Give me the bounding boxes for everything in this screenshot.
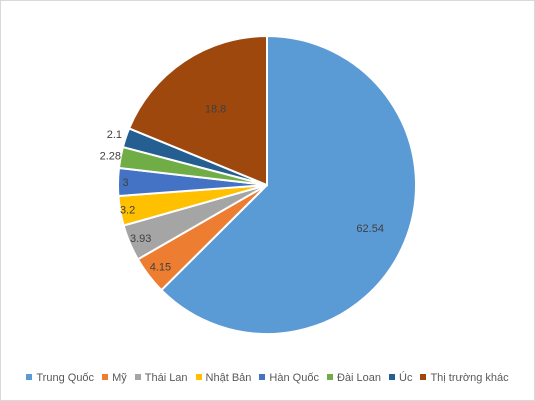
legend-label: Mỹ — [112, 372, 127, 384]
legend-swatch — [420, 374, 427, 380]
legend-swatch — [26, 374, 33, 380]
data-label-6: 2.1 — [107, 129, 122, 141]
legend-item: Úc — [389, 372, 412, 384]
legend: Trung Quốc Mỹ Thái Lan Nhật Bản Hàn Quốc Đài … — [0, 372, 535, 384]
data-label-5: 2.28 — [100, 151, 121, 163]
legend-swatch — [326, 374, 333, 380]
legend-label: Đài Loan — [336, 372, 381, 384]
data-label-1: 4.15 — [150, 261, 171, 273]
pie-slice-7 — [127, 34, 268, 187]
legend-label: Nhật Bản — [205, 372, 252, 384]
legend-label: Thị trường khác — [430, 372, 509, 384]
pie-slice-0 — [159, 34, 417, 335]
data-label-2: 3.93 — [130, 233, 151, 245]
legend-item: Hàn Quốc — [259, 372, 319, 384]
legend-label: Trung Quốc — [36, 372, 95, 384]
data-label-0: 62.54 — [356, 223, 384, 235]
data-label-4: 3 — [122, 177, 128, 189]
legend-item: Nhật Bản — [195, 372, 252, 384]
legend-label: Hàn Quốc — [269, 372, 319, 384]
pie-chart: 62.54 4.15 3.93 3.2 3 2.28 2.1 18.8 — [100, 34, 417, 335]
legend-item: Thị trường khác — [420, 372, 509, 384]
data-label-7: 18.8 — [205, 103, 226, 115]
legend-item: Đài Loan — [326, 372, 381, 384]
legend-label: Thái Lan — [144, 372, 188, 384]
legend-item: Mỹ — [102, 372, 127, 384]
legend-item: Thái Lan — [134, 372, 188, 384]
legend-swatch — [389, 374, 395, 380]
data-label-3: 3.2 — [120, 205, 135, 217]
legend-label: Úc — [399, 372, 413, 384]
legend-swatch — [259, 374, 266, 380]
legend-swatch — [102, 374, 109, 380]
legend-swatch — [195, 374, 202, 380]
legend-swatch — [134, 374, 141, 380]
legend-item: Trung Quốc — [26, 372, 94, 384]
